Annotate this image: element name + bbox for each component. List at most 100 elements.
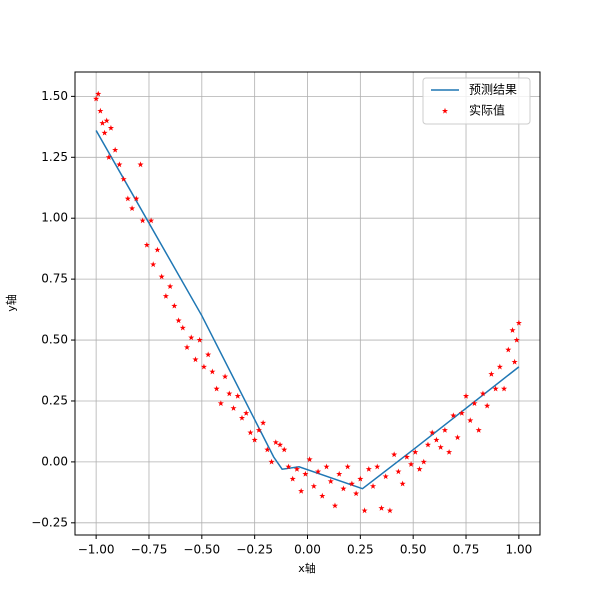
scatter-point — [120, 176, 127, 182]
scatter-point — [289, 475, 296, 482]
scatter-point — [162, 292, 169, 299]
scatter-point — [340, 485, 347, 492]
scatter-point — [515, 319, 522, 326]
scatter-point — [395, 468, 402, 475]
scatter-point — [103, 117, 110, 124]
scatter-point — [458, 409, 465, 416]
scatter-point — [171, 302, 178, 309]
scatter-point — [475, 427, 482, 433]
scatter-point — [260, 419, 267, 426]
y-tick-label: 1.00 — [41, 211, 68, 225]
scatter-point — [310, 483, 317, 489]
scatter-point — [179, 324, 186, 331]
scatter-point — [319, 492, 326, 499]
scatter-point — [101, 129, 108, 136]
plot-frame — [74, 71, 541, 536]
scatter-point — [429, 429, 436, 436]
scatter-point — [357, 475, 364, 482]
scatter-point — [205, 351, 212, 358]
y-tick-label: 0.50 — [41, 333, 68, 347]
scatter-point — [268, 458, 275, 465]
x-tick-label: −0.25 — [236, 543, 273, 557]
legend-label: 实际值 — [469, 103, 505, 118]
scatter-point — [154, 246, 161, 253]
scatter-point — [272, 439, 279, 445]
scatter-point — [97, 107, 104, 114]
scatter-point — [450, 412, 457, 419]
scatter-point — [399, 480, 406, 487]
scatter-point — [323, 463, 330, 470]
scatter-point — [353, 490, 360, 497]
y-tick-label: 0.25 — [41, 393, 68, 407]
scatter-point — [107, 124, 114, 131]
scatter-point — [412, 448, 419, 455]
scatter-point — [133, 195, 140, 202]
x-axis-label: x轴 — [298, 561, 316, 575]
y-axis-label: y轴 — [4, 294, 18, 312]
scatter-point — [344, 463, 351, 470]
scatter-point — [129, 205, 136, 212]
scatter-point — [99, 119, 106, 126]
scatter-point — [462, 392, 470, 399]
scatter-point — [391, 451, 398, 458]
x-tick-label: 0.25 — [347, 543, 374, 557]
scatter-point — [234, 392, 241, 399]
scatter-point — [93, 95, 100, 102]
x-tick-label: 1.00 — [506, 543, 533, 557]
y-tick-label: 1.25 — [41, 150, 68, 164]
x-tick-label: −0.75 — [131, 543, 168, 557]
scatter-point — [192, 356, 199, 363]
scatter-point — [230, 405, 237, 411]
y-tick-label: −0.25 — [31, 515, 68, 529]
scatter-point — [348, 480, 355, 487]
scatter-point — [226, 390, 233, 397]
x-tick-label: 0.50 — [400, 543, 427, 557]
scatter-point — [446, 448, 453, 455]
scatter-point — [167, 283, 174, 290]
scatter-point — [441, 427, 448, 433]
scatter-point — [175, 317, 182, 324]
scatter-point — [95, 90, 102, 97]
scatter-point — [158, 273, 165, 280]
scatter-point — [243, 409, 250, 416]
scatter-point — [365, 466, 372, 472]
legend-marker — [441, 107, 449, 114]
x-tick-label: −1.00 — [78, 543, 115, 557]
scatter-point — [302, 470, 309, 477]
legend-label: 预测结果 — [469, 83, 517, 97]
scatter-point — [424, 441, 432, 448]
scatter-point — [331, 502, 339, 509]
scatter-point — [386, 507, 393, 514]
scatter-point — [336, 470, 343, 477]
scatter-point — [509, 327, 516, 333]
scatter-point — [148, 217, 155, 224]
y-tick-label: 0.00 — [41, 454, 68, 468]
scatter-point — [501, 385, 508, 392]
scatter-point — [238, 414, 246, 421]
scatter-point — [374, 463, 381, 470]
scatter-point — [467, 417, 474, 424]
scatter-point — [306, 456, 313, 463]
scatter-point — [188, 334, 195, 341]
scatter-point — [213, 385, 220, 392]
scatter-point — [488, 370, 495, 377]
scatter-point — [112, 146, 119, 153]
scatter-point — [298, 487, 305, 494]
scatter-point — [200, 363, 207, 370]
scatter-point — [247, 429, 254, 436]
scatter-point — [183, 344, 191, 350]
y-tick-label: 1.50 — [41, 89, 68, 103]
scatter-point — [496, 363, 503, 370]
x-tick-label: 0.00 — [294, 543, 321, 557]
scatter-point — [222, 373, 229, 380]
scatter-point — [433, 436, 440, 443]
scatter-point — [505, 346, 512, 353]
y-tick-label: 0.75 — [41, 272, 68, 286]
scatter-point — [196, 336, 203, 343]
scatter-point — [437, 444, 444, 450]
scatter-point — [143, 241, 150, 248]
scatter-point — [264, 446, 271, 453]
scatter-point — [327, 478, 334, 484]
scatter-point — [420, 458, 427, 465]
scatter-point — [209, 368, 216, 375]
